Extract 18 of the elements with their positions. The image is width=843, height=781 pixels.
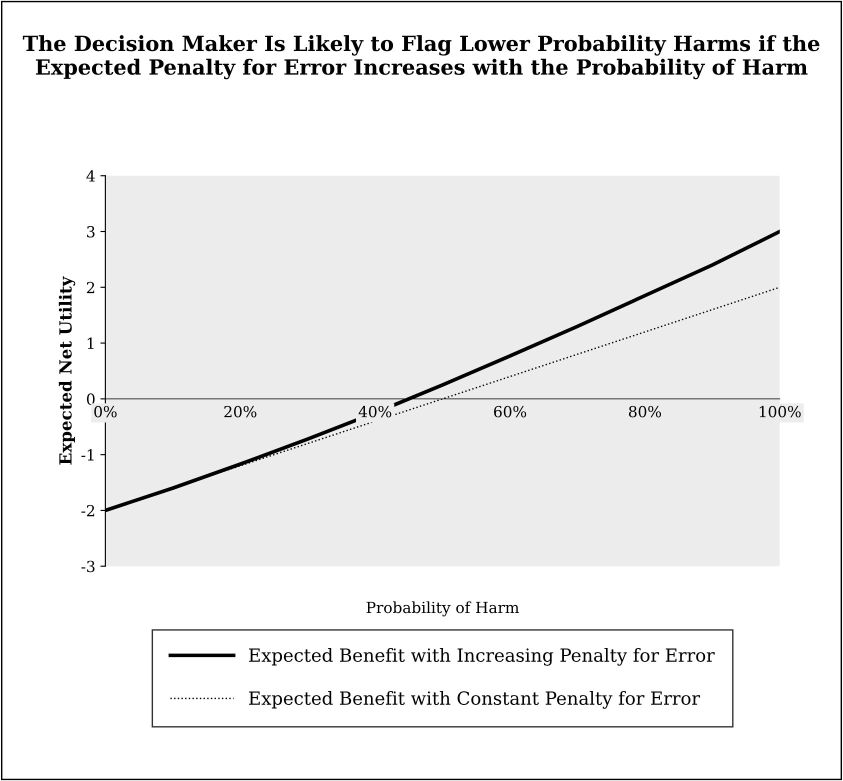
x-tick-label: 60% (494, 406, 526, 418)
chart-title: The Decision Maker Is Likely to Flag Lower Probability Harms if the Expected Penalty for Error Increases with the Probability of Harm (22, 35, 820, 80)
y-tick-label: 0 (86, 393, 95, 405)
legend-label: Expected Benefit with Increasing Penalty for Error (249, 648, 715, 666)
x-tick-label: 0% (94, 406, 117, 418)
x-axis-title: Probability of Harm (366, 601, 519, 616)
x-tick-label: 20% (224, 406, 256, 418)
y-tick-label: 2 (86, 282, 94, 294)
y-tick-label: 4 (86, 170, 95, 182)
y-axis-title: Expected Net Utility (58, 276, 76, 465)
legend-label: Expected Benefit with Constant Penalty for Error (249, 690, 700, 709)
y-tick-label: 3 (87, 226, 95, 238)
y-tick-label: -3 (81, 560, 95, 572)
x-tick-label: 100% (760, 406, 801, 418)
y-tick-label: -2 (81, 504, 94, 516)
y-tick-label: -1 (81, 449, 94, 460)
y-tick-label: 1 (88, 338, 94, 349)
x-tick-label: 80% (628, 406, 662, 418)
